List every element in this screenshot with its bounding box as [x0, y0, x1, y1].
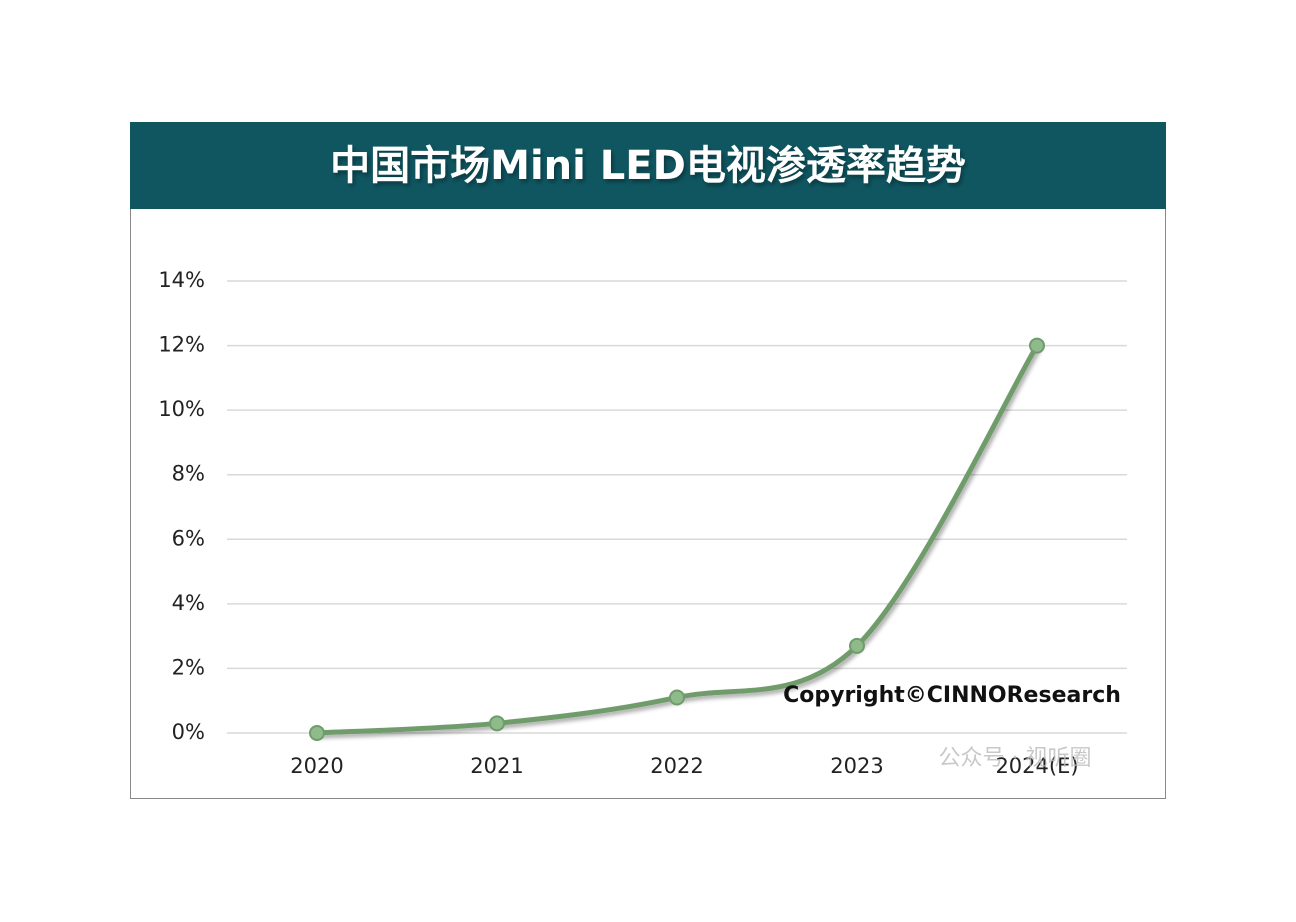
y-tick-label: 2% [172, 655, 205, 679]
x-tick-label: 2020 [290, 754, 343, 778]
point-marker [669, 689, 685, 706]
y-tick-label: 0% [172, 720, 205, 744]
y-tick-label: 6% [172, 526, 205, 550]
y-tick-label: 14% [158, 268, 205, 292]
point-marker [1029, 337, 1045, 354]
watermark: 公众号 · 视听圈 [939, 746, 1092, 771]
y-tick-label: 10% [158, 397, 205, 421]
x-tick-label: 2022 [650, 754, 703, 778]
chart-title: 中国市场Mini LED电视渗透率趋势 [330, 143, 966, 189]
point-marker [309, 725, 325, 741]
title-banner [130, 122, 1166, 209]
point-marker [849, 637, 865, 654]
y-tick-label: 8% [172, 462, 205, 486]
y-tick-label: 4% [172, 591, 205, 615]
x-tick-label: 2021 [470, 754, 523, 778]
chart-frame [130, 122, 1166, 799]
point-marker [489, 715, 505, 732]
x-tick-label: 2024(E) [995, 754, 1078, 778]
x-tick-label: 2023 [830, 754, 883, 778]
y-tick-label: 12% [158, 333, 205, 357]
copyright: Copyright©CINNOResearch [783, 683, 1121, 708]
series-line [316, 344, 1040, 736]
